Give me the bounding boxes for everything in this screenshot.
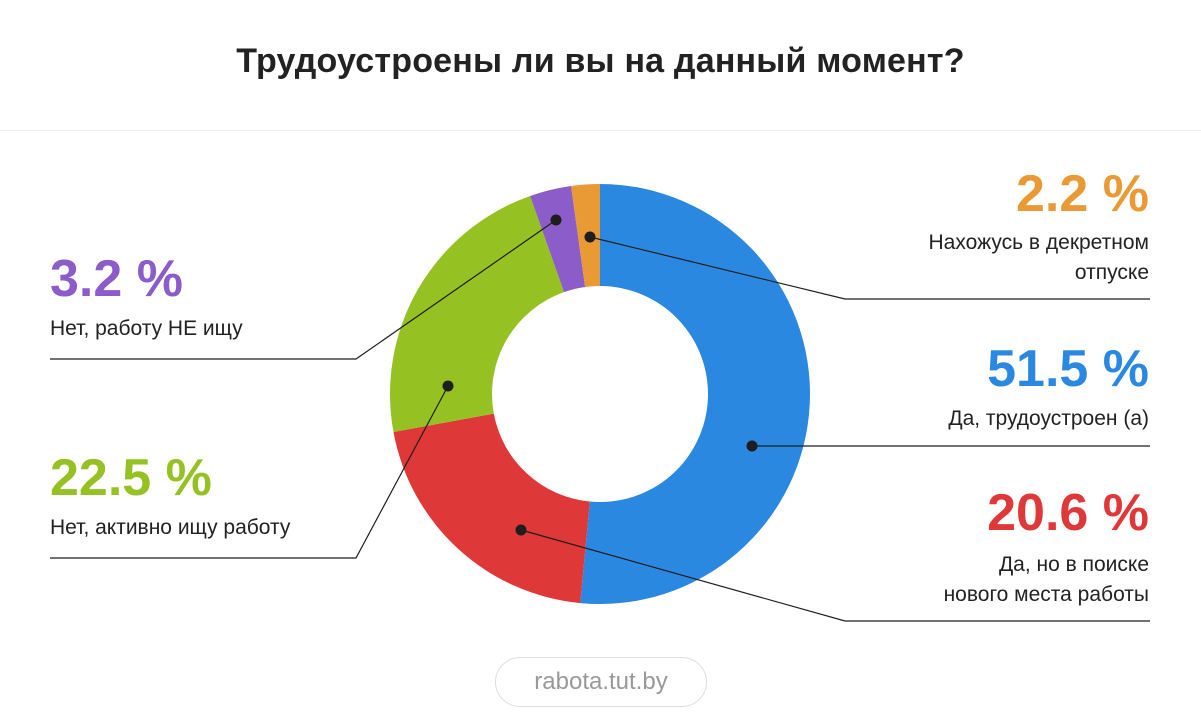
slice-label-unemployed-searching: Нет, активно ищу работу <box>50 513 290 543</box>
percent-label-unemployed-not-searching: 3.2 % <box>50 250 183 308</box>
title-divider <box>0 130 1201 131</box>
slice-label-line: Нет, активно ищу работу <box>50 516 291 539</box>
slice-unemployed-searching <box>389 195 565 433</box>
slice-unemployed-not-searching <box>530 186 586 293</box>
slice-label-employed: Да, трудоустроен (а) <box>948 404 1149 434</box>
page-title: Трудоустроены ли вы на данный момент? <box>236 42 965 80</box>
source-link[interactable]: rabota.tut.by <box>495 657 707 707</box>
percent-label-employed-searching: 20.6 % <box>987 484 1149 542</box>
slice-label-line: отпуске <box>1074 261 1149 284</box>
leader-dot-unemployed-searching <box>442 380 454 392</box>
leader-line-unemployed-not-searching <box>50 219 557 360</box>
slice-label-line: нового места работы <box>943 583 1149 606</box>
slice-label-line: Да, но в поиске <box>998 553 1149 576</box>
percent-label-employed: 51.5 % <box>987 340 1149 398</box>
slice-label-line: Да, трудоустроен (а) <box>948 407 1149 430</box>
slice-employed <box>580 184 810 604</box>
leader-line-unemployed-searching <box>50 385 449 559</box>
leader-dot-unemployed-not-searching <box>550 214 562 226</box>
slice-label-line: Нет, работу НЕ ищу <box>50 317 243 340</box>
slice-label-maternity-leave: Нахожусь в декретном отпуске <box>929 228 1149 288</box>
leader-line-maternity-leave <box>589 236 1150 300</box>
percent-label-maternity-leave: 2.2 % <box>1016 165 1149 223</box>
leader-dot-employed <box>746 440 758 452</box>
leader-dot-employed-searching <box>515 524 527 536</box>
percent-label-unemployed-searching: 22.5 % <box>50 449 212 507</box>
slice-label-employed-searching: Да, но в поиске нового места работы <box>944 550 1149 610</box>
slice-label-unemployed-not-searching: Нет, работу НЕ ищу <box>50 314 243 344</box>
leader-line-employed-searching <box>520 529 1150 622</box>
slice-label-line: Нахожусь в декретном <box>928 231 1149 254</box>
leader-dot-maternity-leave <box>584 231 596 243</box>
slice-employed-searching <box>393 413 590 604</box>
